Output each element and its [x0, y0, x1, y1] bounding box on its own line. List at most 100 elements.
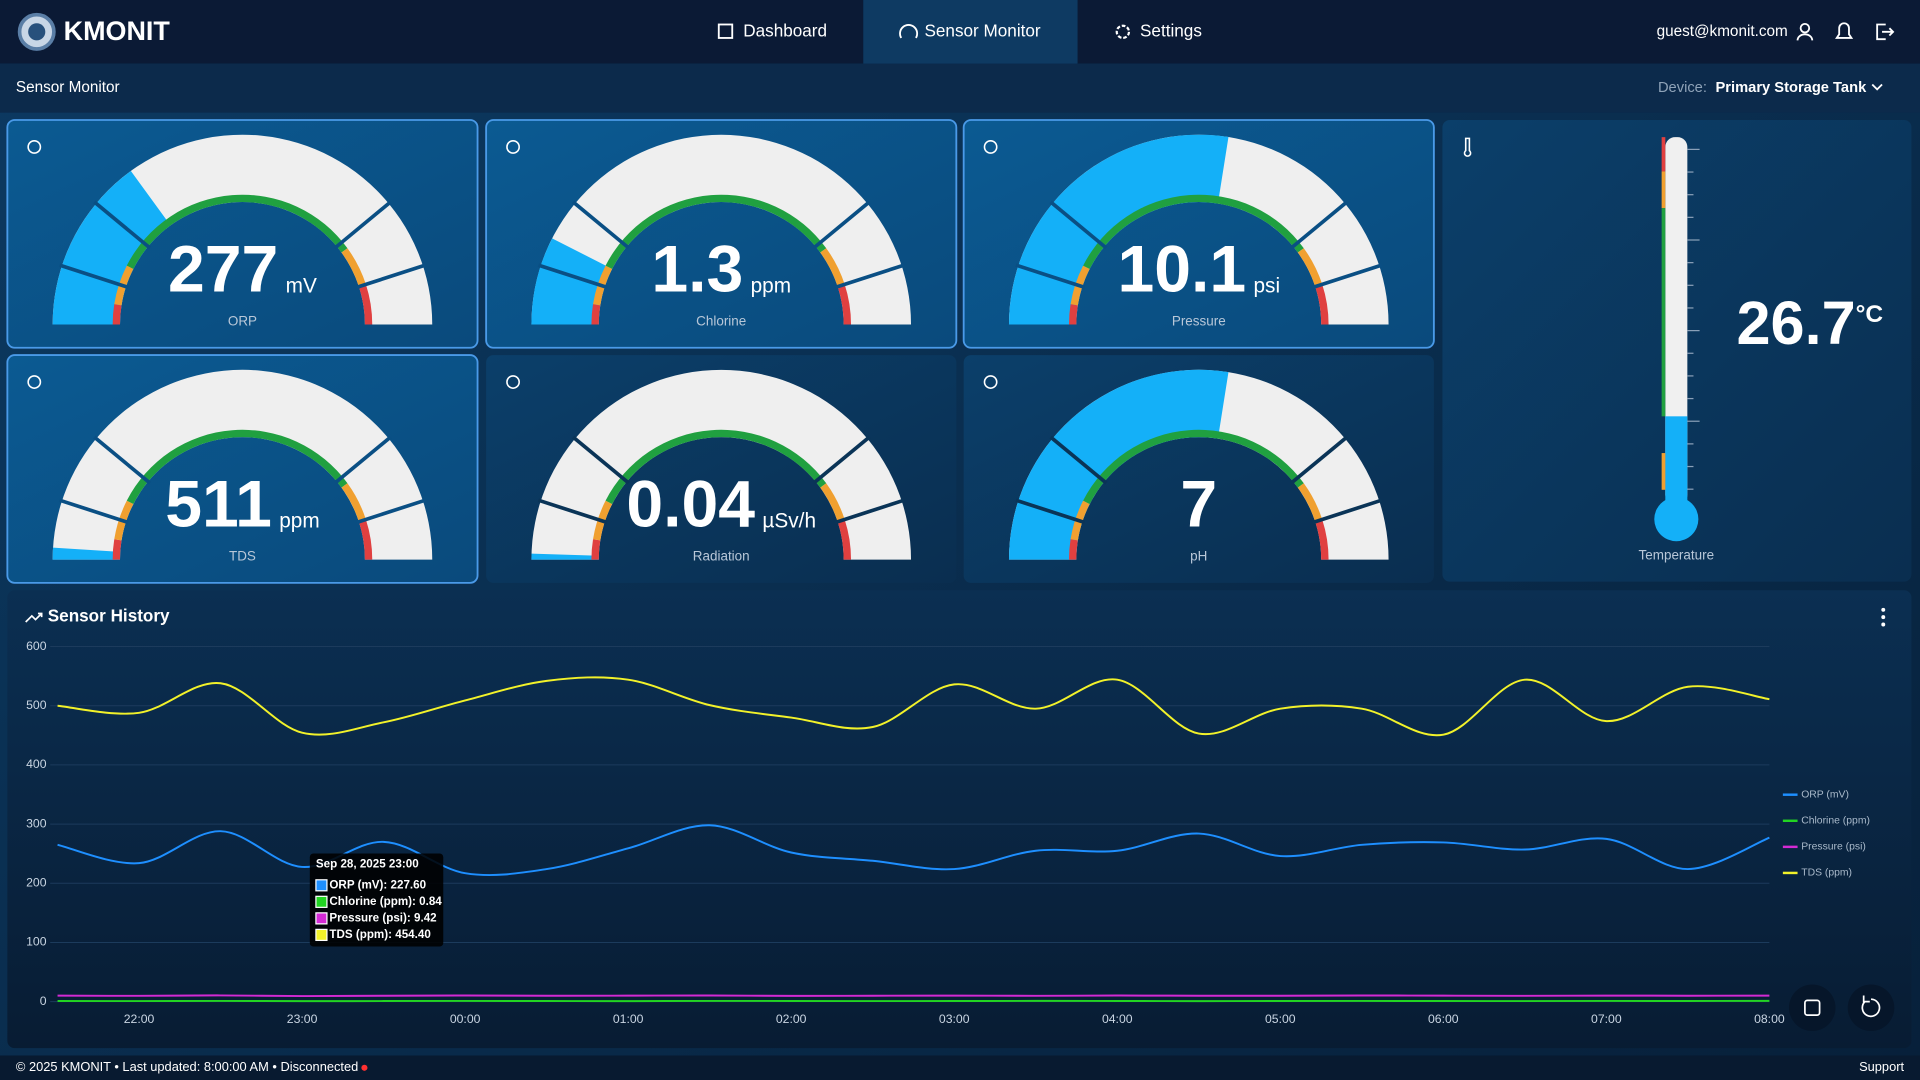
reset-button[interactable]: [1847, 984, 1895, 1032]
device-label: Device:: [1658, 80, 1707, 96]
thermometer-fill: [1665, 416, 1688, 515]
menu-button[interactable]: [1881, 607, 1886, 627]
gauge-fill: [52, 547, 121, 560]
tooltip-swatch: [315, 879, 328, 892]
gauge-divider: [537, 498, 608, 525]
gauge-track: [531, 134, 912, 325]
gauge-value: 7: [1180, 468, 1217, 542]
gauge-divider: [59, 263, 129, 290]
gauge-band: [1083, 429, 1304, 505]
gauge-divider: [834, 263, 905, 290]
active-tab: [863, 0, 1078, 64]
gauge-value: 511 ppm: [165, 468, 319, 542]
tooltip-swatch: [315, 928, 328, 942]
dropdown-icon[interactable]: [1871, 83, 1883, 91]
gauge-band: [1297, 248, 1323, 287]
gauge-band: [837, 519, 852, 560]
nav-link[interactable]: Settings: [1140, 20, 1202, 40]
gauge-divider: [1312, 498, 1383, 525]
tooltip: Sep 28, 2025 23:00 ORP (mV): 227.60 Chlori…: [309, 853, 444, 947]
user-icon[interactable]: [1799, 22, 1811, 34]
card-icon: [983, 140, 998, 154]
nav-link[interactable]: Sensor Monitor: [924, 20, 1040, 40]
value: 0.04: [626, 468, 755, 542]
series-line: [57, 994, 1770, 998]
temperature-label: Temperature: [1639, 547, 1715, 562]
legend-label: Pressure (psi): [1801, 842, 1866, 853]
x-tick-label: 04:00: [1102, 1012, 1133, 1026]
gauge-divider: [333, 435, 392, 485]
legend-label: TDS (ppm): [1801, 868, 1852, 879]
gauge-divider: [1290, 435, 1349, 485]
card-icon: [506, 375, 520, 389]
gauge-band: [1315, 284, 1329, 325]
gauge-value: 0.04 µSv/h: [626, 468, 816, 542]
unit: psi: [1253, 274, 1280, 297]
gauge-value: 10.1 psi: [1117, 233, 1280, 307]
card-icon: [506, 140, 520, 154]
gauge-divider: [1290, 200, 1349, 250]
logout-icon[interactable]: [1876, 23, 1895, 41]
settings-icon: [1115, 24, 1131, 40]
y-tick-label: 100: [26, 935, 47, 949]
support-link[interactable]: Support: [1859, 1059, 1904, 1074]
thermo-icon: [1463, 137, 1472, 157]
select-button[interactable]: [1788, 984, 1836, 1032]
thermo-band: [1661, 208, 1666, 417]
gauges: 277 mV ORP 1.3 ppm Chlorine 10.1 psi Pressure 511…: [6, 119, 1435, 584]
x-tick-label: 06:00: [1428, 1012, 1459, 1026]
gauge-divider: [1049, 200, 1108, 250]
tooltip-swatch: [315, 895, 328, 908]
gauge-band: [126, 194, 348, 269]
tooltip-box: [309, 853, 444, 947]
status-dot: [361, 1064, 368, 1071]
gauge-label: Chlorine: [696, 314, 746, 329]
gauge-value: 277 mV: [168, 233, 317, 307]
gauge-band: [341, 248, 366, 287]
tooltip-item: Pressure (psi): 9.42: [329, 911, 436, 924]
gauge-divider: [812, 200, 871, 250]
gauge-band: [1297, 483, 1323, 522]
y-tick-label: 0: [40, 994, 47, 1008]
legend-label: ORP (mV): [1801, 789, 1849, 800]
y-tick-label: 200: [26, 875, 47, 889]
gauge-divider: [333, 200, 392, 250]
gauge-band: [1068, 539, 1078, 560]
unit: ppm: [751, 274, 791, 297]
gauge-divider: [1015, 263, 1086, 290]
gauge-band: [591, 304, 601, 325]
y-tick-label: 500: [26, 698, 47, 712]
gauge-fill: [52, 170, 171, 325]
y-tick-label: 600: [26, 639, 47, 653]
x-tick-label: 23:00: [287, 1012, 318, 1026]
thermometer-tube: [1665, 137, 1688, 505]
gauge-divider: [356, 263, 426, 290]
gauge-fill: [531, 238, 613, 325]
gauge-band: [837, 284, 852, 325]
tooltip-item: TDS (ppm): 454.40: [329, 928, 430, 941]
bell-icon[interactable]: [1835, 22, 1854, 39]
user-icon-body: [1796, 33, 1814, 41]
gauge-track: [531, 369, 912, 560]
x-tick-label: 07:00: [1591, 1012, 1622, 1026]
device-select[interactable]: Primary Storage Tank: [1716, 80, 1868, 96]
gauge-label: Pressure: [1172, 314, 1226, 329]
gauge-divider: [1015, 498, 1086, 525]
card-icon: [983, 375, 998, 389]
gauge-divider: [59, 498, 129, 525]
user-email[interactable]: guest@kmonit.com: [1657, 23, 1788, 40]
unit: mV: [286, 274, 317, 297]
reset-icon: [1861, 995, 1881, 1018]
select-icon: [1804, 999, 1821, 1016]
card-icon: [27, 375, 42, 389]
gauge-band: [112, 304, 122, 325]
gauge-divider: [356, 498, 426, 525]
nav-link[interactable]: Dashboard: [743, 20, 827, 40]
gauge-divider: [571, 200, 630, 250]
value: 7: [1180, 468, 1217, 542]
gauge-divider: [93, 435, 152, 485]
gauge-fill: [531, 553, 599, 560]
chart-title: Sensor History: [48, 606, 170, 626]
history-panel: [7, 590, 1912, 1049]
